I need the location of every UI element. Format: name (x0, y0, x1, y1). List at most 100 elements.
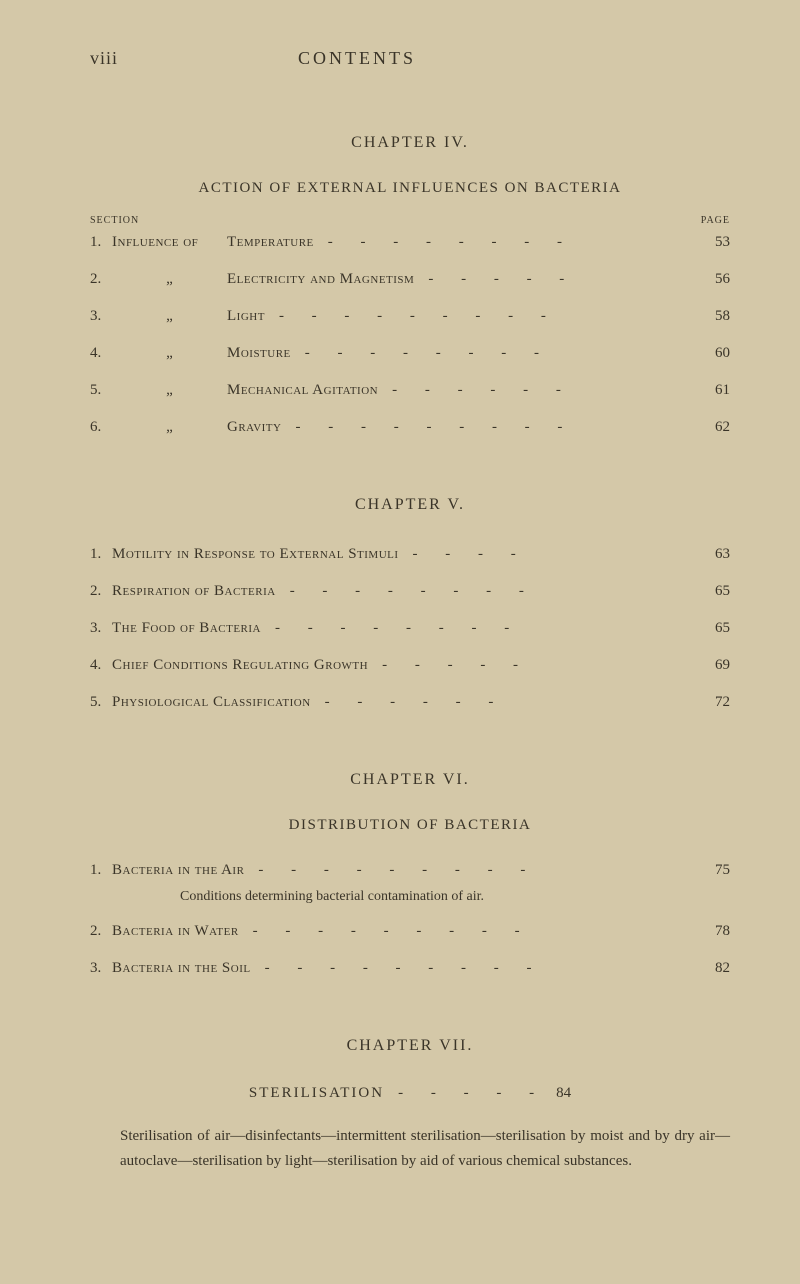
entry-page: 65 (695, 620, 730, 637)
toc-entry: 1.Bacteria in the Air- - - - - - - - -75 (90, 862, 730, 879)
entry-title: Mechanical Agitation (227, 382, 378, 399)
entry-page: 60 (695, 345, 730, 362)
entry-dashes: - - - - - - - - - (244, 862, 695, 879)
entry-number: 2. (90, 923, 112, 940)
entry-title: Electricity and Magnetism (227, 271, 414, 288)
section-label: SECTION (90, 215, 139, 226)
entry-prefix: „ (112, 308, 227, 325)
entry-title: Moisture (227, 345, 291, 362)
chapter-5-entries: 1.Motility in Response to External Stimu… (90, 546, 730, 711)
entry-dashes: - - - - - - - - - (251, 960, 695, 977)
entry-dashes: - - - - - - - - (261, 620, 695, 637)
toc-entry: 3.„Light- - - - - - - - -58 (90, 308, 730, 325)
entry-title: Bacteria in the Soil (112, 960, 251, 977)
entry-number: 3. (90, 960, 112, 977)
entry-dashes: - - - - - - - - (314, 234, 695, 251)
entry-title: Light (227, 308, 265, 325)
page-label: PAGE (701, 215, 730, 226)
entry-page: 72 (695, 694, 730, 711)
entry-number: 5. (90, 382, 112, 399)
toc-entry: 3.The Food of Bacteria- - - - - - - -65 (90, 620, 730, 637)
entry-page: 56 (695, 271, 730, 288)
entry-prefix: „ (112, 345, 227, 362)
entry-number: 3. (90, 620, 112, 637)
chapter-6-subtitle: DISTRIBUTION OF BACTERIA (90, 817, 730, 834)
entry-number: 1. (90, 234, 112, 251)
page-number: viii (90, 48, 118, 69)
toc-entry: 1.Influence ofTemperature- - - - - - - -… (90, 234, 730, 251)
entry-number: 6. (90, 419, 112, 436)
entry-title: Physiological Classification (112, 694, 311, 711)
chapter-4-entries: 1.Influence ofTemperature- - - - - - - -… (90, 234, 730, 436)
entry-page: 65 (695, 583, 730, 600)
entry-page: 53 (695, 234, 730, 251)
sterilisation-title: STERILISATION (249, 1085, 384, 1102)
entry-dashes: - - - - - - - - - (281, 419, 695, 436)
entry-prefix: Influence of (112, 234, 227, 251)
entry-prefix: „ (112, 382, 227, 399)
entry-page: 75 (695, 862, 730, 879)
entry-page: 82 (695, 960, 730, 977)
chapter-5-heading: CHAPTER V. (90, 496, 730, 514)
entry-number: 4. (90, 657, 112, 674)
chapter-6-section: CHAPTER VI. DISTRIBUTION OF BACTERIA 1.B… (90, 771, 730, 977)
chapter-7-description: Sterilisation of air—disinfectants—inter… (120, 1124, 730, 1174)
entry-dashes: - - - - - (368, 657, 695, 674)
entry-number: 1. (90, 546, 112, 563)
page-title: CONTENTS (298, 48, 416, 69)
toc-entry: 6.„Gravity- - - - - - - - -62 (90, 419, 730, 436)
entry-number: 2. (90, 583, 112, 600)
chapter-6-heading: CHAPTER VI. (90, 771, 730, 789)
chapter-4-section: CHAPTER IV. ACTION OF EXTERNAL INFLUENCE… (90, 134, 730, 436)
toc-entry: 5.„Mechanical Agitation- - - - - -61 (90, 382, 730, 399)
entry-dashes: - - - - - - - - - (265, 308, 695, 325)
entry-page: 61 (695, 382, 730, 399)
entry-prefix: „ (112, 419, 227, 436)
entry-dashes: - - - - - - - - (276, 583, 695, 600)
entry-title: Respiration of Bacteria (112, 583, 276, 600)
sterilisation-entry: STERILISATION - - - - - 84 (90, 1085, 730, 1102)
page-header: viii CONTENTS (90, 48, 730, 69)
entry-dashes: - - - - - - (311, 694, 695, 711)
entry-title: Temperature (227, 234, 314, 251)
entry-title: Motility in Response to External Stimuli (112, 546, 399, 563)
chapter-5-section: CHAPTER V. 1.Motility in Response to Ext… (90, 496, 730, 711)
entry-number: 2. (90, 271, 112, 288)
entry-title: Bacteria in the Air (112, 862, 244, 879)
entry-page: 78 (695, 923, 730, 940)
entry-page: 62 (695, 419, 730, 436)
chapter-7-section: CHAPTER VII. STERILISATION - - - - - 84 … (90, 1037, 730, 1174)
sterilisation-page: 84 (546, 1085, 571, 1102)
entry-title: Bacteria in Water (112, 923, 239, 940)
entry-title: The Food of Bacteria (112, 620, 261, 637)
entry-page: 63 (695, 546, 730, 563)
toc-entry: 5.Physiological Classification- - - - - … (90, 694, 730, 711)
entry-dashes: - - - - - - (378, 382, 695, 399)
chapter-4-heading: CHAPTER IV. (90, 134, 730, 152)
toc-entry: 2.Respiration of Bacteria- - - - - - - -… (90, 583, 730, 600)
toc-entry: 1.Motility in Response to External Stimu… (90, 546, 730, 563)
chapter-7-heading: CHAPTER VII. (90, 1037, 730, 1055)
entry-dashes: - - - - (399, 546, 695, 563)
toc-entry: 4.„Moisture- - - - - - - -60 (90, 345, 730, 362)
toc-entry: 2.„Electricity and Magnetism- - - - -56 (90, 271, 730, 288)
entry-page: 69 (695, 657, 730, 674)
entry-dashes: - - - - - (414, 271, 695, 288)
toc-entry: 2.Bacteria in Water- - - - - - - - -78 (90, 923, 730, 940)
chapter-6-entries: 1.Bacteria in the Air- - - - - - - - -75… (90, 862, 730, 977)
entry-number: 4. (90, 345, 112, 362)
entry-title: Chief Conditions Regulating Growth (112, 657, 368, 674)
entry-dashes: - - - - - - - - (291, 345, 695, 362)
entry-page: 58 (695, 308, 730, 325)
toc-entry: 4.Chief Conditions Regulating Growth- - … (90, 657, 730, 674)
entry-dashes: - - - - - - - - - (239, 923, 695, 940)
entry-number: 3. (90, 308, 112, 325)
chapter-4-subtitle: ACTION OF EXTERNAL INFLUENCES ON BACTERI… (90, 180, 730, 197)
entry-number: 1. (90, 862, 112, 879)
entry-number: 5. (90, 694, 112, 711)
conditions-note: Conditions determining bacterial contami… (180, 889, 730, 905)
section-page-labels: SECTION PAGE (90, 215, 730, 226)
sterilisation-dashes: - - - - - (384, 1085, 546, 1102)
entry-title: Gravity (227, 419, 281, 436)
toc-entry: 3.Bacteria in the Soil- - - - - - - - -8… (90, 960, 730, 977)
